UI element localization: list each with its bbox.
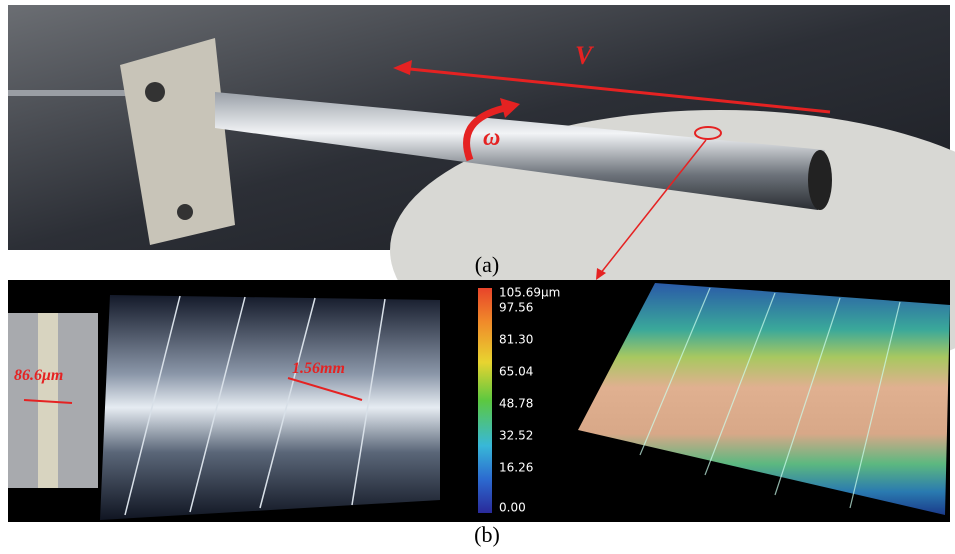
- rotation-label: ω: [483, 125, 500, 151]
- colorbar-label: 0.00: [499, 501, 526, 515]
- colorbar-label: 16.26: [499, 461, 533, 475]
- zoom-line: [599, 139, 707, 275]
- grooves: [124, 295, 386, 516]
- velocity-label: V: [575, 41, 595, 70]
- caption: (a): [475, 252, 499, 277]
- grooves: [639, 287, 901, 509]
- bracket-hole: [177, 204, 193, 220]
- spacing-marker: [287, 377, 363, 401]
- colorbar-label: 48.78: [499, 397, 533, 411]
- colorbar: [478, 288, 492, 513]
- zoom-circle: [694, 126, 722, 140]
- rail: [8, 90, 208, 96]
- surface-image: [100, 295, 440, 520]
- colorbar-label: 65.04: [499, 365, 533, 379]
- shaft-end: [808, 150, 832, 210]
- rotation-arrow: [463, 104, 506, 162]
- caption: (b): [474, 522, 500, 547]
- arrow-head: [500, 98, 520, 118]
- shaft: [215, 92, 825, 210]
- arrow-head: [596, 268, 606, 280]
- bracket-hole: [145, 82, 165, 102]
- colorbar-label: 105.69μm: [499, 286, 560, 300]
- velocity-arrow: [399, 66, 831, 114]
- arrow-head: [393, 60, 412, 75]
- colorbar-label: 32.52: [499, 429, 533, 443]
- spacing-label: 1.56mm: [292, 360, 345, 377]
- height-map: [578, 283, 950, 515]
- colorbar-label: 81.30: [499, 333, 533, 347]
- width-marker: [23, 399, 73, 404]
- groove-width-label: 86.6μm: [14, 367, 63, 384]
- colorbar-label: 97.56: [499, 301, 533, 315]
